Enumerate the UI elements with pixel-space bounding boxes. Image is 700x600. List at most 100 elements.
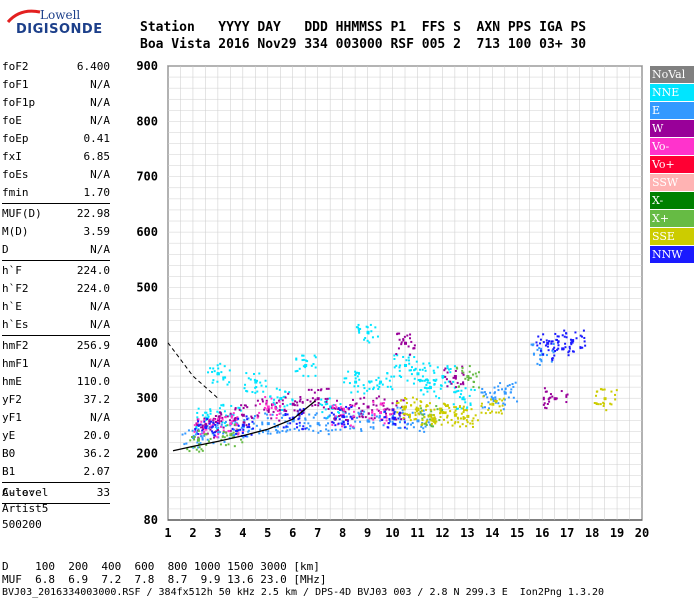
data-point-pixel: [414, 411, 417, 414]
data-point-pixel: [552, 342, 555, 345]
data-point-pixel: [384, 410, 387, 413]
data-point-pixel: [453, 406, 456, 409]
footer-muf: MUF 6.8 6.9 7.2 7.8 8.7 9.9 13.6 23.0 [M…: [2, 573, 327, 586]
data-point-pixel: [341, 425, 344, 428]
data-point-pixel: [478, 386, 481, 389]
data-point-pixel: [253, 378, 256, 381]
data-point-pixel: [324, 397, 327, 400]
data-point-pixel: [229, 429, 232, 432]
data-point-pixel: [459, 383, 462, 386]
data-point-pixel: [459, 393, 462, 396]
param-row: h`E N/A: [2, 298, 110, 316]
data-point-pixel: [384, 408, 387, 411]
data-point-pixel: [542, 398, 545, 401]
data-point-pixel: [244, 404, 247, 407]
data-point-pixel: [378, 386, 381, 389]
data-point-pixel: [423, 416, 426, 419]
data-point: [291, 402, 295, 406]
data-point-pixel: [406, 334, 409, 337]
data-point-pixel: [439, 415, 442, 418]
data-point-pixel: [342, 420, 345, 423]
data-point-pixel: [345, 377, 348, 380]
data-point-pixel: [372, 399, 375, 402]
data-point-pixel: [309, 425, 312, 428]
legend-item: SSW: [650, 174, 694, 191]
data-point-pixel: [317, 401, 320, 404]
data-point-pixel: [232, 419, 235, 422]
data-point-pixel: [466, 421, 469, 424]
data-point-pixel: [241, 432, 244, 435]
legend-item: E: [650, 102, 694, 119]
data-point-pixel: [408, 416, 411, 419]
data-point-pixel: [353, 410, 356, 413]
data-point-pixel: [270, 406, 273, 409]
data-point-pixel: [404, 412, 407, 415]
data-point-pixel: [462, 411, 465, 414]
data-point-pixel: [228, 419, 231, 422]
data-point-pixel: [580, 335, 583, 338]
data-point-pixel: [293, 427, 296, 430]
data-point-pixel: [422, 393, 425, 396]
data-point-pixel: [203, 430, 206, 433]
data-point-pixel: [312, 416, 315, 419]
data-point-pixel: [234, 407, 237, 410]
data-point-pixel: [270, 417, 273, 420]
data-point-pixel: [368, 417, 371, 420]
data-point-pixel: [213, 436, 216, 439]
data-point-pixel: [393, 418, 396, 421]
param-name: h`F: [2, 264, 22, 277]
data-point-pixel: [198, 442, 201, 445]
data-point-pixel: [432, 369, 435, 372]
data-point-pixel: [217, 426, 220, 429]
data-point-pixel: [370, 380, 373, 383]
data-point-pixel: [351, 398, 354, 401]
data-point-pixel: [343, 415, 346, 418]
data-point-pixel: [557, 344, 560, 347]
data-point-pixel: [212, 431, 215, 434]
data-point-pixel: [233, 434, 236, 437]
data-point-pixel: [282, 426, 285, 429]
data-point-pixel: [240, 426, 243, 429]
data-point-pixel: [481, 406, 484, 409]
data-point-pixel: [274, 406, 277, 409]
data-point-pixel: [295, 358, 298, 361]
data-point-pixel: [209, 412, 212, 415]
data-point-pixel: [452, 403, 455, 406]
data-point-pixel: [225, 431, 228, 434]
data-point-pixel: [251, 420, 254, 423]
data-point-pixel: [565, 395, 568, 398]
data-point-pixel: [217, 367, 220, 370]
data-point-pixel: [358, 329, 361, 332]
data-point-pixel: [402, 355, 405, 358]
data-point: [441, 375, 445, 379]
data-point: [266, 422, 270, 426]
data-point-pixel: [409, 333, 412, 336]
data-point-pixel: [235, 422, 238, 425]
data-point-pixel: [254, 386, 257, 389]
data-point-pixel: [415, 406, 418, 409]
data-point-pixel: [498, 398, 501, 401]
param-row: M(D) 3.59: [2, 223, 110, 241]
data-point-pixel: [410, 404, 413, 407]
data-point-pixel: [247, 417, 250, 420]
data-point-pixel: [254, 391, 257, 394]
data-point-pixel: [256, 399, 259, 402]
data-point-pixel: [217, 433, 220, 436]
data-point-pixel: [223, 436, 226, 439]
data-point-pixel: [214, 421, 217, 424]
data-point-pixel: [369, 323, 372, 326]
data-point-pixel: [211, 425, 214, 428]
data-point-pixel: [423, 379, 426, 382]
data-point-pixel: [250, 433, 253, 436]
data-point-pixel: [568, 347, 571, 350]
data-point-pixel: [201, 414, 204, 417]
data-point-pixel: [226, 383, 229, 386]
data-point-pixel: [276, 425, 279, 428]
data-point-pixel: [218, 417, 221, 420]
data-point-pixel: [391, 412, 394, 415]
data-point-pixel: [564, 346, 567, 349]
data-point-pixel: [192, 446, 195, 449]
data-point-pixel: [261, 421, 264, 424]
data-point-pixel: [210, 420, 213, 423]
data-point-pixel: [212, 419, 215, 422]
